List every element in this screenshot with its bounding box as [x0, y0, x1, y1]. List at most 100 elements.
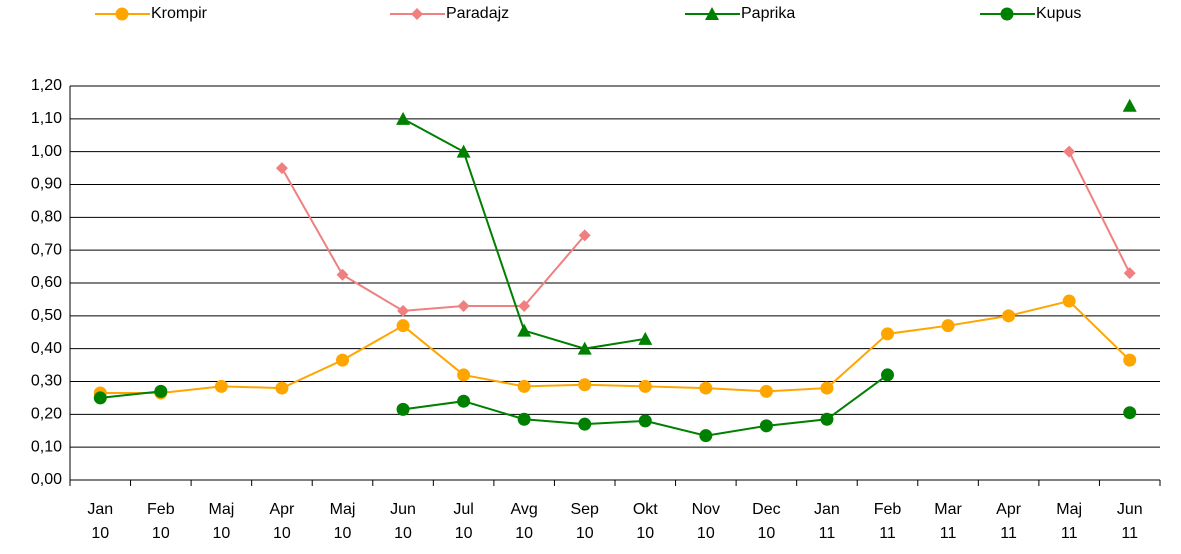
y-tick-label: 1,20: [31, 77, 62, 94]
series-line: [281, 167, 586, 312]
marker: [517, 323, 532, 337]
marker: [396, 319, 410, 333]
marker: [1123, 353, 1137, 367]
marker: [457, 394, 471, 408]
marker: [820, 381, 834, 395]
x-tick-label: Apr: [996, 501, 1022, 518]
marker: [638, 331, 653, 345]
y-tick-label: 0,50: [31, 307, 62, 324]
series-line: [1068, 151, 1131, 274]
series-line: [100, 299, 1131, 394]
x-tick-label: 10: [273, 525, 291, 542]
marker: [578, 378, 592, 392]
marker: [275, 381, 289, 395]
x-tick-label: Sep: [570, 501, 599, 518]
x-tick-label: Nov: [692, 501, 720, 518]
marker: [456, 144, 471, 158]
legend-label: Paradajz: [446, 5, 509, 22]
marker: [577, 341, 592, 355]
x-tick-label: Jan: [87, 501, 113, 518]
x-tick-label: 11: [940, 525, 957, 542]
x-tick-label: 10: [515, 525, 533, 542]
x-tick-label: 10: [152, 525, 170, 542]
marker: [517, 379, 531, 393]
x-tick-label: 11: [1121, 525, 1138, 542]
x-tick-label: 10: [757, 525, 775, 542]
marker: [396, 111, 411, 125]
x-tick-label: Feb: [147, 501, 175, 518]
marker: [275, 162, 288, 175]
marker: [93, 391, 107, 405]
legend-label: Krompir: [151, 5, 208, 22]
marker: [336, 353, 349, 367]
x-tick-label: 10: [636, 525, 654, 542]
marker: [518, 299, 531, 312]
series-line: [100, 390, 161, 399]
marker: [154, 384, 168, 398]
x-tick-label: Maj: [1056, 501, 1082, 518]
x-tick-label: 10: [697, 525, 715, 542]
y-tick-label: 0,60: [31, 274, 62, 291]
y-tick-label: 0,10: [31, 438, 62, 455]
marker: [1002, 309, 1016, 323]
marker: [578, 417, 592, 431]
y-tick-label: 0,00: [31, 471, 62, 488]
marker: [1122, 98, 1137, 112]
marker: [820, 412, 834, 426]
marker: [1000, 7, 1014, 21]
x-tick-label: Maj: [208, 501, 234, 518]
y-tick-label: 0,70: [31, 241, 62, 258]
y-tick-label: 1,00: [31, 143, 62, 160]
x-tick-label: 10: [212, 525, 230, 542]
marker: [881, 327, 894, 341]
y-tick-label: 0,20: [31, 406, 62, 423]
marker: [881, 368, 894, 382]
marker: [517, 412, 531, 426]
legend-label: Kupus: [1036, 5, 1081, 22]
x-tick-label: 11: [1000, 525, 1017, 542]
y-tick-label: 0,40: [31, 340, 62, 357]
x-tick-label: Jul: [453, 501, 473, 518]
series-line: [402, 117, 646, 350]
x-tick-label: Avg: [511, 501, 538, 518]
x-tick-label: 10: [576, 525, 594, 542]
marker: [699, 381, 713, 395]
marker: [1063, 145, 1076, 158]
marker: [1123, 406, 1137, 420]
marker: [699, 429, 713, 443]
x-tick-label: 10: [334, 525, 352, 542]
x-tick-label: Mar: [934, 501, 962, 518]
x-tick-label: 11: [1061, 525, 1078, 542]
marker: [638, 414, 652, 428]
marker: [941, 319, 955, 333]
x-tick-label: Feb: [874, 501, 902, 518]
y-tick-label: 0,30: [31, 373, 62, 390]
x-tick-label: Jun: [1117, 501, 1143, 518]
x-tick-label: 10: [455, 525, 473, 542]
marker: [1123, 267, 1136, 280]
x-tick-label: Okt: [633, 501, 658, 518]
x-tick-label: 10: [394, 525, 412, 542]
marker: [759, 384, 773, 398]
marker: [115, 7, 129, 21]
y-tick-label: 1,10: [31, 110, 62, 127]
marker: [457, 368, 471, 382]
x-tick-label: Dec: [752, 501, 780, 518]
x-tick-label: Jan: [814, 501, 840, 518]
x-tick-label: Apr: [269, 501, 295, 518]
legend-label: Paprika: [741, 5, 795, 22]
marker: [759, 419, 773, 433]
marker: [397, 304, 410, 317]
x-tick-label: 11: [819, 525, 836, 542]
marker: [411, 8, 423, 20]
x-tick-label: 10: [91, 525, 109, 542]
x-tick-label: Maj: [330, 501, 356, 518]
marker: [396, 402, 410, 416]
marker: [705, 7, 719, 20]
marker: [578, 229, 591, 242]
marker: [336, 268, 349, 281]
y-tick-label: 0,90: [31, 176, 62, 193]
y-tick-label: 0,80: [31, 209, 62, 226]
marker: [214, 379, 228, 393]
